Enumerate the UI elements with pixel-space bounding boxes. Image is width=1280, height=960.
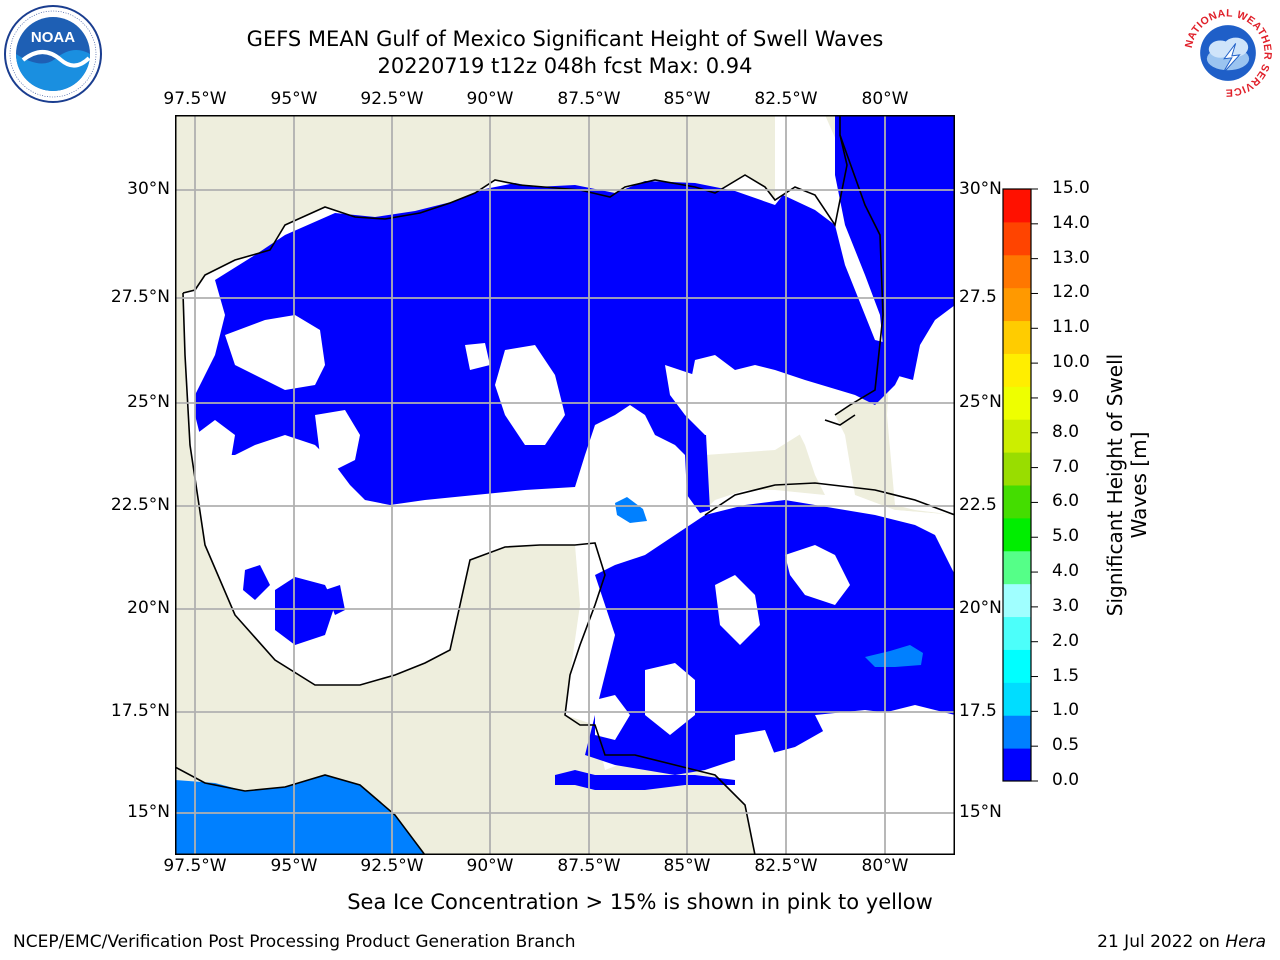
top-lon-label: 85°W [663,89,711,109]
left-lat-label: 22.5°N [110,495,170,515]
colorbar-bin [1003,189,1031,223]
right-lat-label: 20°N [959,598,1002,618]
colorbar-tick-label: 10.0 [1052,352,1090,373]
top-lon-label: 80°W [861,89,909,109]
colorbar-tick-label: 11.0 [1052,317,1090,338]
colorbar-tick-label: 4.0 [1052,561,1080,582]
bottom-lon-label: 82.5°W [754,856,818,876]
pacific-swell-area [175,775,425,854]
colorbar-tick-label: 1.0 [1052,700,1080,721]
colorbar-tick-label: 15.0 [1052,178,1090,198]
right-lat-label: 30°N [959,179,1002,199]
top-lon-label: 87.5°W [557,89,621,109]
chart-subtitle: 20220719 t12z 048h fcst Max: 0.94 [377,54,753,78]
top-lon-label: 95°W [270,89,318,109]
bottom-lon-label: 90°W [466,856,514,876]
colorbar-bin [1003,419,1031,453]
top-lon-label: 97.5°W [163,89,227,109]
colorbar [1002,188,1038,782]
colorbar-bin [1003,320,1031,354]
map-frame [175,115,955,855]
colorbar-bin [1003,517,1031,552]
bottom-lon-label: 87.5°W [557,856,621,876]
colorbar-bin [1003,485,1031,519]
colorbar-bin [1003,616,1031,650]
colorbar-label-line2: Waves [m] [1127,431,1151,539]
right-lat-label: 25°N [959,392,1002,412]
right-lat-label: 15°N [959,802,1002,822]
colorbar-bin [1003,254,1031,289]
left-lat-label: 27.5°N [110,287,170,307]
colorbar-tick-label: 1.5 [1052,665,1080,686]
swell-gaps [195,315,915,775]
top-lon-label: 90°W [466,89,514,109]
colorbar-bin [1003,649,1031,683]
right-lat-label: 27.5 [959,287,997,307]
colorbar-tick-label: 3.0 [1052,595,1080,616]
sea-ice-note: Sea Ice Concentration > 15% is shown in … [347,890,933,914]
colorbar-bin [1003,386,1031,420]
colorbar-tick-label: 14.0 [1052,212,1090,233]
gulf-of-mexico-map [175,115,955,855]
right-lat-label: 17.5 [959,701,997,721]
bottom-lon-label: 97.5°W [163,856,227,876]
noaa-logo-text: NOAA [31,29,75,46]
swell-mid-band [615,497,923,667]
colorbar-tick-label: 9.0 [1052,386,1080,407]
top-lon-label: 82.5°W [754,89,818,109]
left-lat-label: 20°N [127,598,170,618]
colorbar-bin [1003,682,1031,716]
colorbar-tick-label: 8.0 [1052,421,1080,442]
colorbar-bin [1003,550,1031,585]
colorbar-bin [1003,748,1031,782]
chart-title: GEFS MEAN Gulf of Mexico Significant Hei… [246,27,884,51]
colorbar-tick-label: 6.0 [1052,491,1080,512]
left-lat-label: 17.5°N [110,701,170,721]
right-lat-label: 22.5 [959,495,997,515]
colorbar-bin [1003,715,1031,749]
noaa-logo: NOAA [4,5,102,103]
left-lat-label: 30°N [127,179,170,199]
colorbar-frame [1002,188,1032,782]
bottom-lon-label: 95°W [270,856,318,876]
graticule [175,115,954,854]
bottom-lon-label: 92.5°W [360,856,424,876]
colorbar-label: Significant Height of Swell Waves [m] [1103,320,1151,650]
nws-logo: NATIONAL WEATHER SERVICE [1181,6,1275,100]
colorbar-bin [1003,583,1031,618]
colorbar-bin [1003,452,1031,486]
colorbar-tick-label: 2.0 [1052,630,1080,651]
top-lon-label: 92.5°W [360,89,424,109]
colorbar-tick-label: 0.0 [1052,770,1080,790]
left-lat-label: 15°N [127,802,170,822]
colorbar-bin [1003,353,1031,387]
colorbar-bin [1003,221,1031,256]
bottom-lon-label: 85°W [663,856,711,876]
colorbar-label-line1: Significant Height of Swell [1103,353,1127,617]
colorbar-bin [1003,287,1031,322]
colorbar-tick-label: 12.0 [1052,282,1090,303]
colorbar-tick-label: 0.5 [1052,735,1080,756]
colorbar-tick-label: 5.0 [1052,526,1080,547]
colorbar-tick-label: 7.0 [1052,456,1080,477]
colorbar-tick-label: 13.0 [1052,247,1090,268]
left-lat-label: 25°N [127,392,170,412]
footer-credit: NCEP/EMC/Verification Post Processing Pr… [13,932,576,952]
bottom-lon-label: 80°W [861,856,909,876]
footer-date: 21 Jul 2022 on Hera [1097,932,1266,952]
